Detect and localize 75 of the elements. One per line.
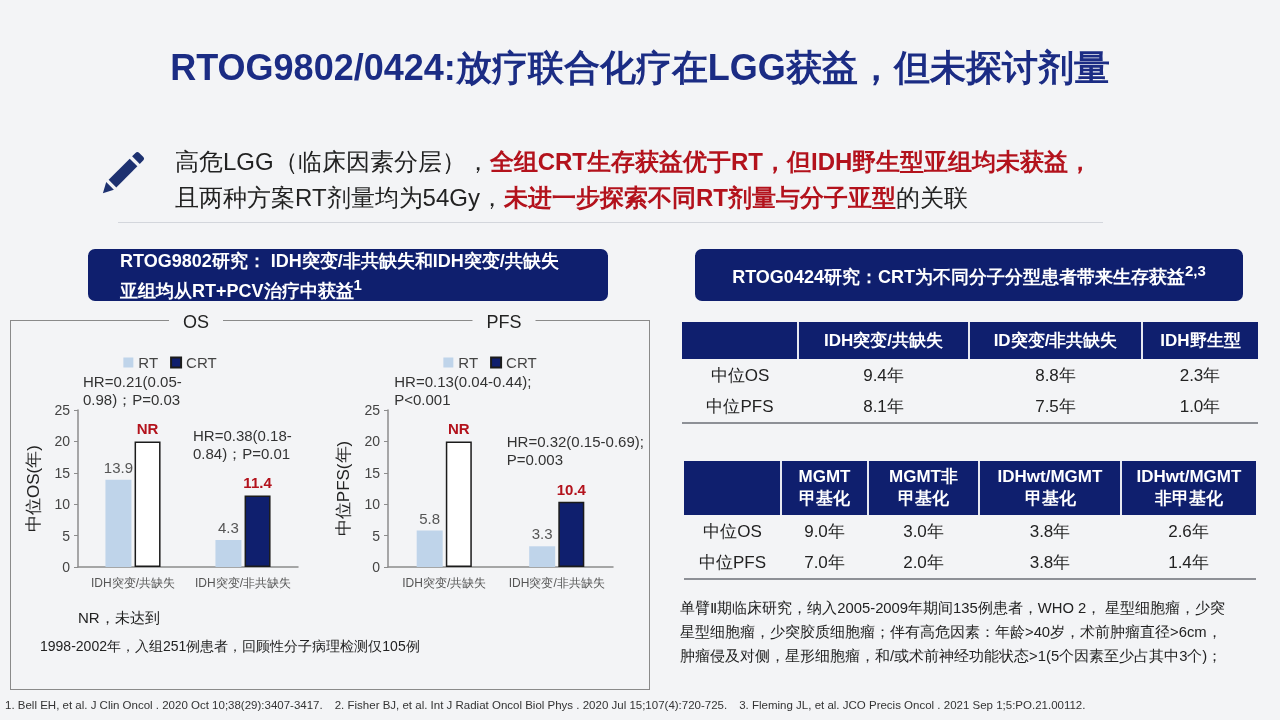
category-label: 中位PFS <box>706 397 774 416</box>
text: 7.5年 <box>1035 397 1076 416</box>
data-label: 13.9 <box>103 458 134 476</box>
text: 7.0年 <box>804 553 845 572</box>
y-tick-label: 10 <box>364 496 381 513</box>
category-label: MGMT甲基化 <box>797 466 852 510</box>
category-label: IDHwt/MGMT甲基化 <box>996 466 1104 510</box>
text: 全组CRT生存获益优于RT，但IDH野生型亚组均未获益， <box>489 148 1093 175</box>
data-label: 11.4 <box>243 474 273 492</box>
data-label: 5.8 <box>419 509 441 527</box>
y-tick-label: 20 <box>364 433 381 450</box>
x-tick-label: IDH突变/非共缺失 <box>195 576 291 590</box>
annotation: HR=0.38(0.18- 0.84)；P=0.01 <box>193 426 292 462</box>
y-axis-title: 中位PFS(年) <box>334 440 353 537</box>
x-tick-label: IDH突变/非共缺失 <box>508 576 605 590</box>
text: 3.8年 <box>1029 553 1071 572</box>
text: 高危LGG（临床因素分层）， <box>175 148 490 175</box>
text: 1. Bell EH, et al. J Clin Oncol . 2020 Oct 10;38(29):3407-3417. <box>5 699 323 711</box>
y-tick-label: 5 <box>62 527 71 544</box>
text: 未进一步探索不同RT剂量与分子亚型 <box>503 184 896 211</box>
y-tick-label: 0 <box>62 559 71 575</box>
y-tick-label: 25 <box>364 402 381 418</box>
data-label: 10.4 <box>556 480 587 498</box>
text: 8.1年 <box>863 397 904 416</box>
category-label: MGMT非甲基化 <box>888 466 959 510</box>
category-label: IDH野生型 <box>1159 329 1242 352</box>
y-tick-label: 5 <box>372 527 381 544</box>
category-label: 中位PFS <box>698 553 767 572</box>
text: 单臂Ⅱ期临床研究，纳入2005-2009年期间135例患者，WHO 2， 星型细胞瘤，少突星型细胞瘤，少突胶质细胞瘤；伴有高危因素：年龄>40岁，术前肿瘤直径>6cm，肿瘤侵及对侧，星形细胞瘤，和/或术前神经功能状态>1(5个因素至少占其中3个)； <box>680 599 1227 666</box>
text: 2. Fisher BJ, et al. Int J Radiat Oncol Biol Phys . 2020 Jul 15;107(4):720-725. <box>334 699 728 711</box>
annotation: HR=0.32(0.15-0.69); P=0.003 <box>506 433 644 469</box>
y-tick-label: 15 <box>54 464 71 481</box>
text: 2.3年 <box>1179 365 1221 385</box>
text: 1998-2002年，入组251例患者，回顾性分子病理检测仅105例 <box>40 638 420 656</box>
y-tick-label: 20 <box>54 433 71 450</box>
text: 1.4年 <box>1168 553 1209 572</box>
category-label: ID突变/非共缺失 <box>992 329 1119 352</box>
text: 9.4年 <box>863 365 904 385</box>
text: 8.8年 <box>1035 365 1076 385</box>
y-tick-label: 0 <box>372 559 381 575</box>
text: 1.0年 <box>1179 397 1221 416</box>
legend-label: RT <box>458 354 479 371</box>
legend-label: RT <box>138 354 159 371</box>
banner: RTOG0424研究：CRT为不同分子分型患者带来生存获益$^{2,3}$ <box>695 249 1243 301</box>
chart-title: PFS <box>486 312 522 332</box>
text: 2.0年 <box>903 553 944 572</box>
y-tick-label: 25 <box>54 402 71 418</box>
x-tick-label: IDH突变/共缺失 <box>402 576 487 590</box>
y-axis-title: 中位OS(年) <box>24 445 43 532</box>
text: 9.0年 <box>804 521 845 541</box>
data-label: 4.3 <box>218 519 239 536</box>
category-label: 中位OS <box>710 365 770 385</box>
data-label: NR <box>136 420 159 438</box>
category-label: IDHwt/MGMT非甲基化 <box>1135 466 1243 510</box>
data-label: NR <box>447 420 470 438</box>
category-label: 中位OS <box>703 521 762 541</box>
text: 3.8年 <box>1029 521 1071 541</box>
data-label: 3.3 <box>531 525 553 543</box>
text: 的关联 <box>895 184 968 211</box>
y-tick-label: 15 <box>364 464 381 481</box>
legend-label: CRT <box>186 354 217 371</box>
chart-title: OS <box>182 312 210 332</box>
text: 且两种方案RT剂量均为54Gy， <box>175 184 504 211</box>
y-tick-label: 10 <box>54 496 71 513</box>
category-label: IDH突变/共缺失 <box>823 329 944 352</box>
x-tick-label: IDH突变/共缺失 <box>91 576 175 590</box>
text: NR，未达到 <box>78 609 160 628</box>
text: 2.6年 <box>1168 521 1209 541</box>
text: 3.0年 <box>903 521 944 541</box>
text: RTOG9802/0424:放疗联合化疗在LGG获益，但未探讨剂量 <box>169 46 1111 90</box>
text: HR=0.21(0.05- 0.98)；P=0.03 <box>83 372 182 408</box>
legend-label: CRT <box>506 354 537 371</box>
banner: RTOG9802研究： IDH突变/非共缺失和IDH突变/共缺失亚组均从RT+PCV治疗中获益$^{1}$ <box>88 249 608 301</box>
text: 3. Fleming JL, et al. JCO Precis Oncol . 2021 Sep 1;5:PO.21.00112. <box>739 699 1086 711</box>
text: HR=0.13(0.04-0.44); P<0.001 <box>394 372 532 408</box>
